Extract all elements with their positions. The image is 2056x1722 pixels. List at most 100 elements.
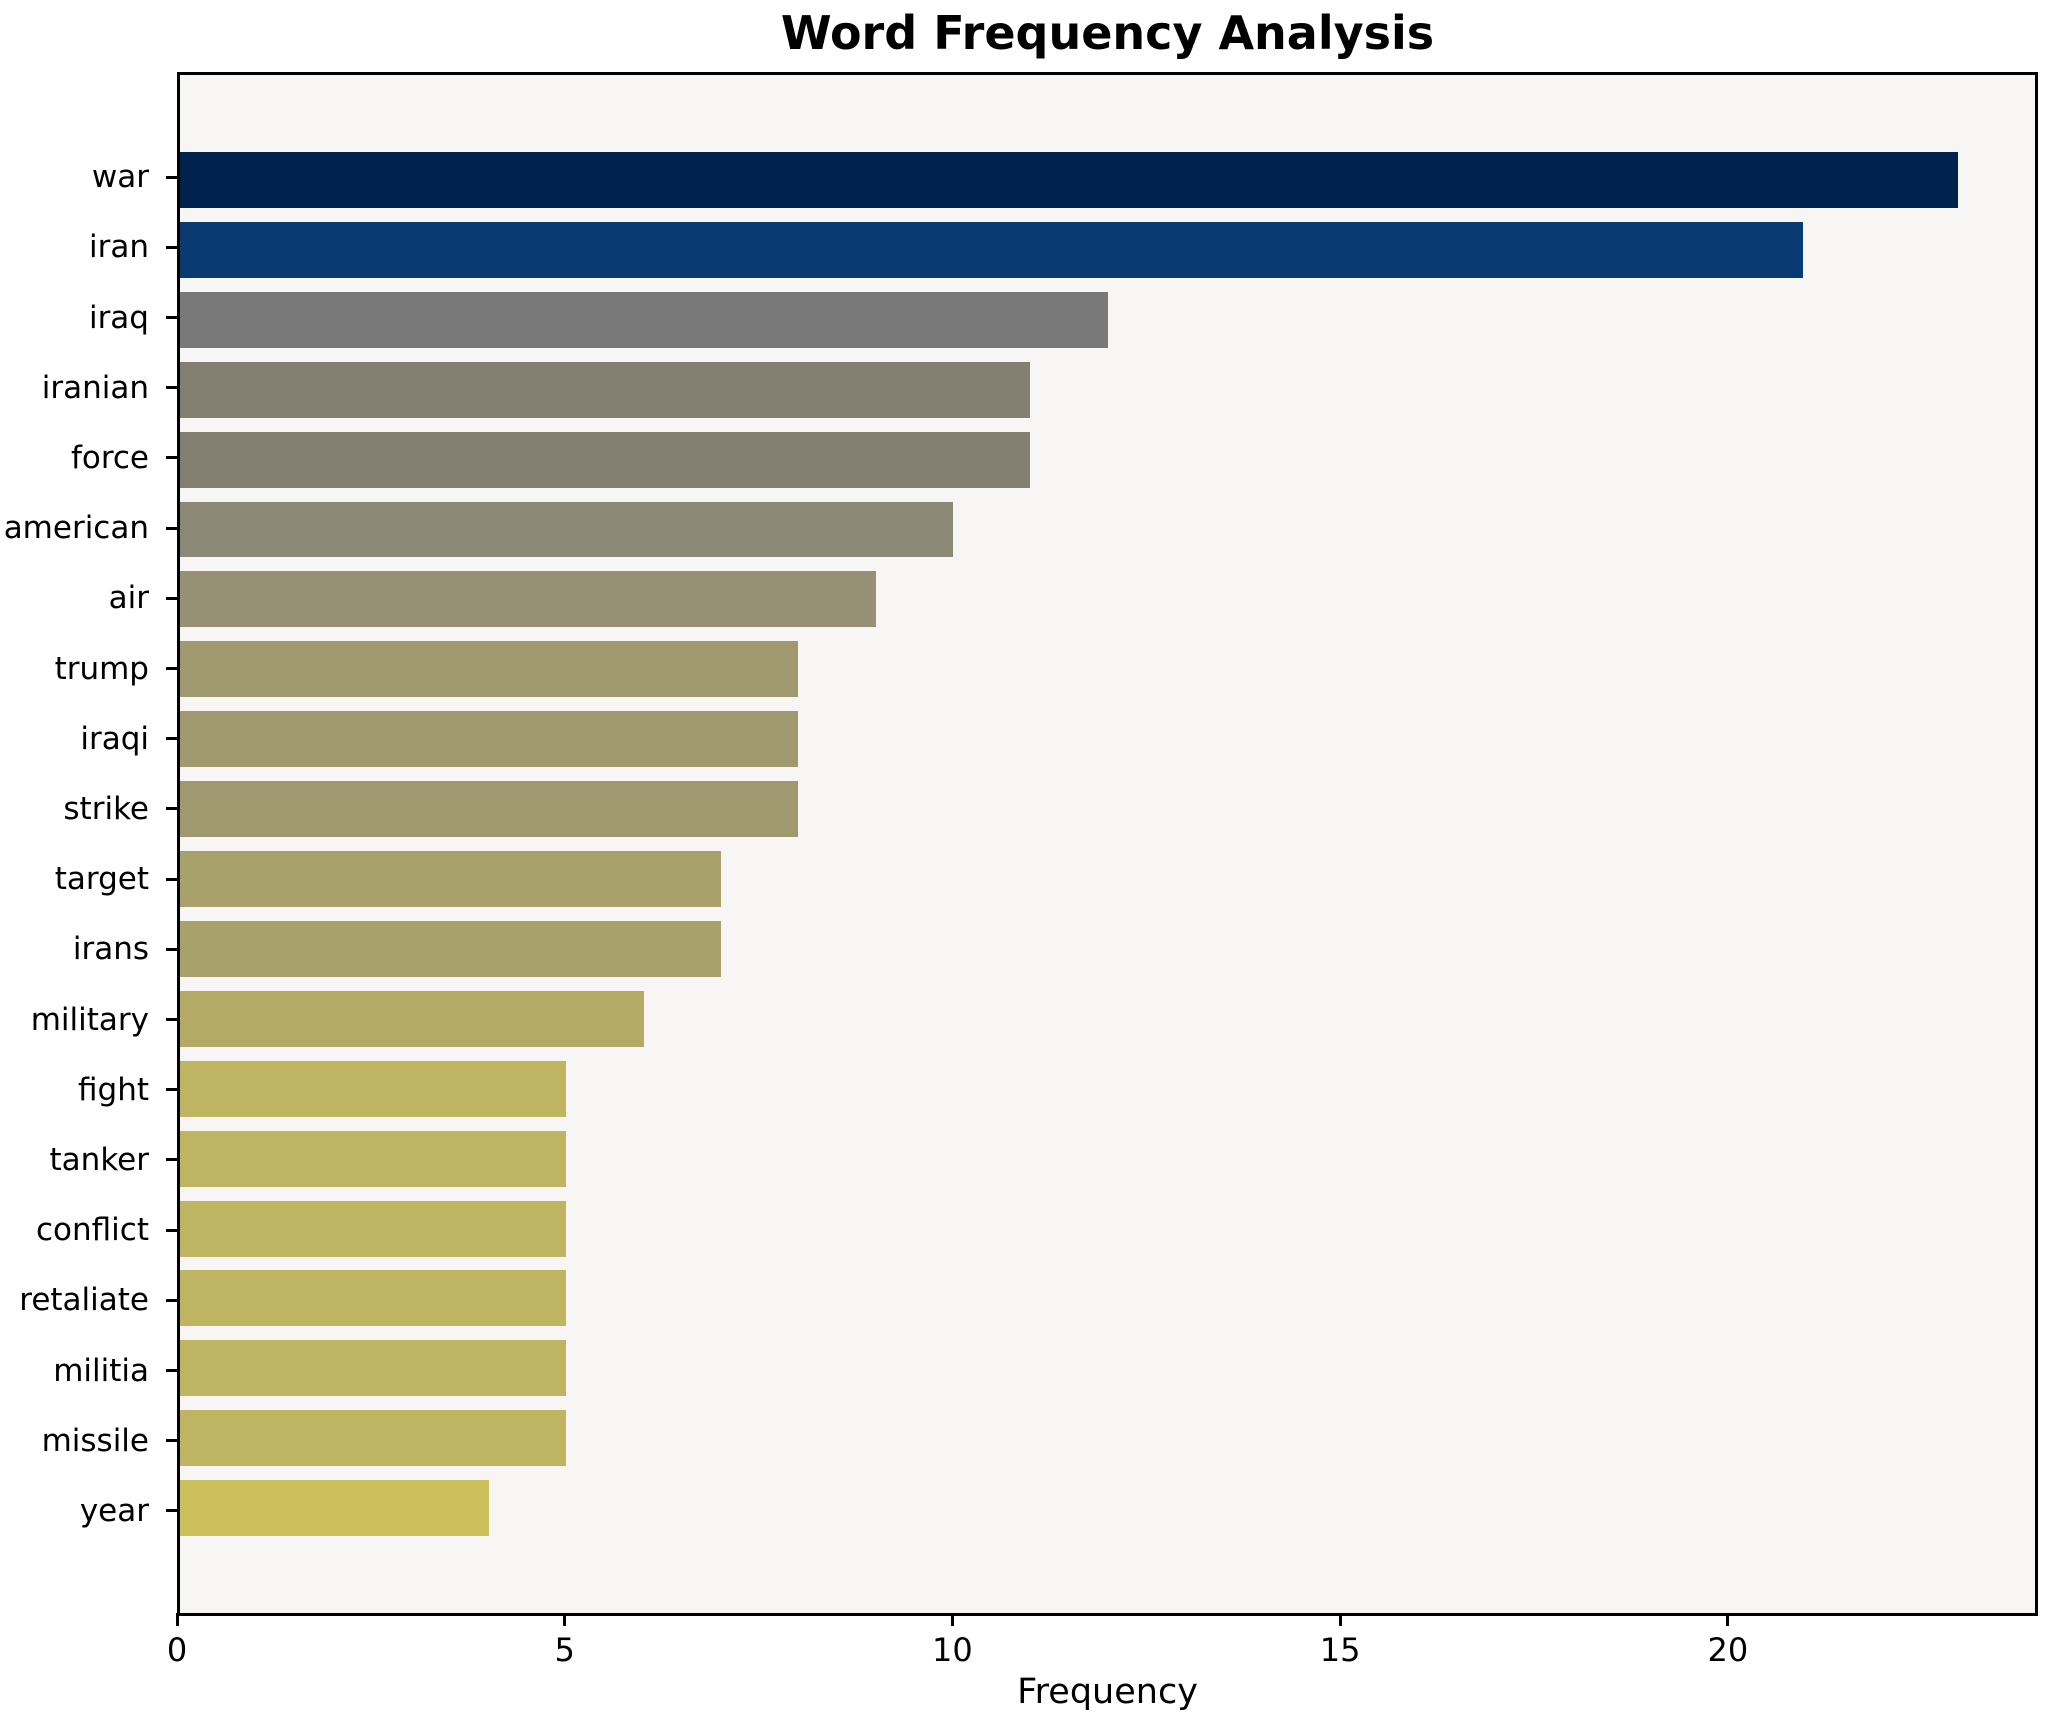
y-tick-label-war: war (91, 159, 149, 196)
y-label-row: iraqi (0, 704, 177, 774)
x-axis-ticks: 0 5 10 15 20 (167, 1613, 2038, 1683)
y-label-row: irans (0, 914, 177, 984)
y-tick-mark (166, 1509, 177, 1513)
y-tick-label-target: target (54, 861, 149, 898)
bar-row (180, 634, 2035, 704)
bar-row (180, 984, 2035, 1054)
y-tick-mark (166, 1018, 177, 1022)
bar-fight (180, 1060, 567, 1117)
bar-militia (180, 1340, 567, 1397)
y-tick-label-conflict: conflict (36, 1212, 149, 1249)
y-tick-mark (166, 456, 177, 460)
y-tick-mark (166, 737, 177, 741)
y-label-row: iran (0, 212, 177, 282)
x-tick-mark (1726, 1613, 1730, 1626)
y-label-row: force (0, 423, 177, 493)
bar-row (180, 564, 2035, 634)
y-tick-label-retaliate: retaliate (19, 1282, 149, 1319)
y-label-row: iranian (0, 353, 177, 423)
y-label-row: iraq (0, 282, 177, 352)
y-tick-mark (166, 1298, 177, 1302)
y-label-row: air (0, 563, 177, 633)
bar-iranian (180, 361, 1031, 418)
y-label-row: conflict (0, 1195, 177, 1265)
y-label-row: strike (0, 774, 177, 844)
bar-row (180, 425, 2035, 495)
y-label-row: military (0, 984, 177, 1054)
bar-row (180, 1473, 2035, 1543)
y-label-row: war (0, 142, 177, 212)
y-label-row: missile (0, 1406, 177, 1476)
bar-row (180, 1403, 2035, 1473)
bar-iraq (180, 291, 1108, 348)
x-tick-label: 20 (1707, 1631, 1749, 1669)
y-label-row: tanker (0, 1125, 177, 1195)
y-tick-label-strike: strike (63, 790, 149, 827)
bar-row (180, 145, 2035, 215)
y-tick-label-american: american (3, 510, 149, 547)
bar-year (180, 1480, 490, 1537)
bars-layer (180, 75, 2035, 1613)
y-tick-mark (166, 947, 177, 951)
y-tick-label-militia: militia (53, 1352, 149, 1389)
y-tick-mark (166, 175, 177, 179)
bar-force (180, 431, 1031, 488)
y-tick-label-military: military (30, 1001, 149, 1038)
bar-military (180, 990, 644, 1047)
bar-row (180, 1264, 2035, 1334)
bar-row (180, 1194, 2035, 1264)
chart-title: Word Frequency Analysis (780, 6, 1435, 60)
bar-irans (180, 920, 722, 977)
y-tick-mark (166, 596, 177, 600)
x-tick-label: 10 (932, 1631, 973, 1669)
y-label-row: trump (0, 633, 177, 703)
x-tick-label: 0 (166, 1631, 188, 1669)
y-tick-mark (166, 386, 177, 390)
y-tick-mark (166, 245, 177, 249)
bar-american (180, 501, 953, 558)
bar-conflict (180, 1200, 567, 1257)
y-axis-labels: war iran iraq iranian force american air trump i… (0, 72, 177, 1616)
bar-tanker (180, 1130, 567, 1187)
y-label-row: year (0, 1476, 177, 1546)
y-tick-label-iraq: iraq (88, 299, 149, 336)
y-label-row: retaliate (0, 1265, 177, 1335)
y-tick-label-iranian: iranian (41, 369, 149, 406)
y-tick-mark (166, 1158, 177, 1162)
y-tick-mark (166, 1439, 177, 1443)
y-label-row: american (0, 493, 177, 563)
bar-row (180, 914, 2035, 984)
bar-row (180, 495, 2035, 565)
y-label-row: target (0, 844, 177, 914)
y-tick-label-iraqi: iraqi (80, 720, 149, 757)
x-tick-mark (1338, 1613, 1342, 1626)
y-tick-mark (166, 1088, 177, 1092)
bar-row (180, 774, 2035, 844)
bar-trump (180, 641, 799, 698)
y-tick-label-force: force (70, 439, 149, 476)
bar-missile (180, 1410, 567, 1467)
plot-area (177, 72, 2038, 1616)
bar-row (180, 1124, 2035, 1194)
y-tick-mark (166, 807, 177, 811)
x-axis-title: Frequency (1017, 1672, 1198, 1712)
bar-war (180, 151, 1958, 208)
y-tick-mark (166, 877, 177, 881)
y-tick-mark (166, 667, 177, 671)
bar-row (180, 215, 2035, 285)
x-tick-mark (175, 1613, 179, 1626)
y-label-row: fight (0, 1055, 177, 1125)
bar-strike (180, 781, 799, 838)
y-tick-label-irans: irans (72, 931, 149, 968)
bar-row (180, 355, 2035, 425)
x-tick-mark (563, 1613, 567, 1626)
y-tick-label-trump: trump (54, 650, 149, 687)
y-tick-label-air: air (108, 580, 149, 617)
y-tick-mark (166, 316, 177, 319)
bar-row (180, 844, 2035, 914)
x-tick-label: 5 (554, 1631, 575, 1669)
x-tick-mark (950, 1613, 954, 1626)
x-tick-label: 15 (1319, 1631, 1361, 1669)
y-tick-label-fight: fight (77, 1071, 149, 1108)
